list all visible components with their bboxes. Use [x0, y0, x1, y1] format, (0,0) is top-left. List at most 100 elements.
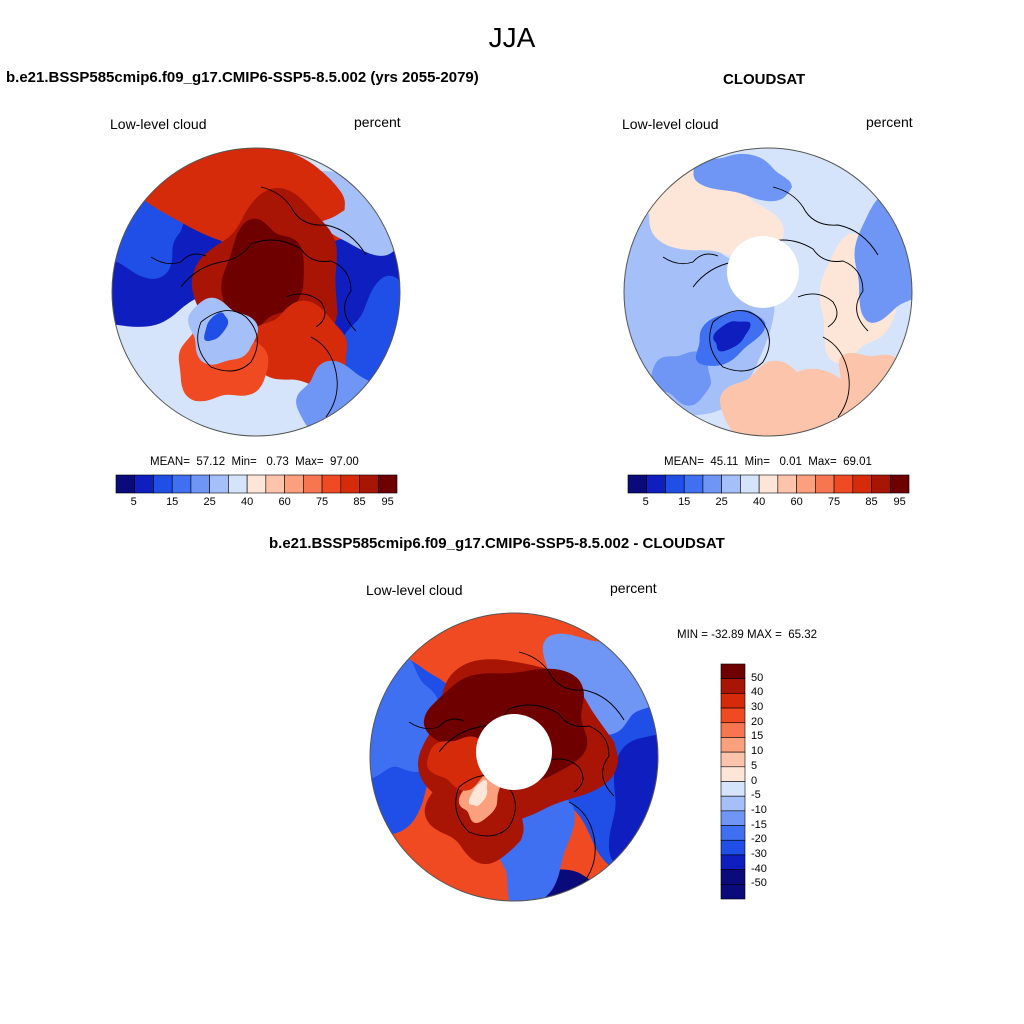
figure-title: JJA [488, 22, 536, 53]
panel-2-mean: 45.11 [710, 456, 739, 468]
colorbar-swatch [171, 474, 192, 494]
colorbar-tick-label: 15 [751, 730, 764, 743]
map-boundary [623, 147, 913, 437]
colorbar-tick-label: 60 [278, 496, 291, 508]
colorbar-swatch [340, 474, 360, 494]
panel-2-stats: MEAN= 45.11 Min= 0.01 Max= 69.01 [664, 456, 872, 468]
colorbar-swatch [720, 663, 746, 679]
colorbar-tick-label: -20 [751, 833, 767, 846]
colorbar-tick-label: -50 [751, 877, 767, 890]
coastline [260, 186, 367, 256]
coastline [310, 336, 338, 418]
colorbar-swatch [646, 474, 666, 494]
panel-3-minmax: MIN = -32.89 MAX = 65.32 [677, 629, 817, 641]
colorbar-tick-label: 95 [381, 496, 394, 508]
field-region [468, 779, 488, 807]
coastline [197, 310, 258, 372]
colorbar-swatch [871, 474, 891, 494]
colorbar-swatch [721, 474, 741, 494]
panel-3-polar-map [369, 612, 659, 902]
colorbar-swatch [720, 678, 746, 694]
colorbar-tick-label: 40 [751, 686, 764, 699]
colorbar-tick-label: -15 [751, 818, 767, 831]
colorbar-swatch [377, 474, 398, 494]
colorbar-tick-label: -10 [751, 803, 767, 816]
polar-data-gap [727, 236, 799, 308]
colorbar-tick-label: 15 [678, 496, 691, 508]
colorbar-swatch [833, 474, 854, 494]
colorbar-tick-label: 5 [130, 496, 137, 508]
colorbar-swatch [228, 474, 248, 494]
colorbar-tick-label: 10 [751, 745, 764, 758]
colorbar-tick-label: 75 [827, 496, 841, 508]
panel-1-polar-map [111, 147, 401, 437]
colorbar-swatch [720, 825, 746, 841]
colorbar-swatch [796, 474, 816, 494]
panel-1-min: 0.73 [266, 456, 289, 468]
coastline [797, 293, 838, 328]
panel-2-mean-label: MEAN= [664, 456, 704, 468]
colorbar-swatch [720, 795, 746, 812]
colorbar-tick-label: 50 [751, 671, 764, 684]
panel-3-colorbar-ticks: 50 40 30 20 15 10 5 0 -5 -10 -15 -20 -30 -40 -50 [751, 664, 791, 899]
field-region [204, 312, 229, 342]
colorbar-tick-label: 85 [865, 496, 878, 508]
colorbar-swatch [720, 751, 746, 768]
panel-2-units: percent [866, 114, 913, 130]
coastline [285, 293, 326, 328]
colorbar-tick-label: 85 [353, 496, 366, 508]
colorbar-tick-label: -5 [751, 789, 761, 802]
field-layer [624, 148, 912, 436]
colorbar-swatch [627, 474, 648, 494]
panel-1-min-label: Min= [231, 456, 257, 468]
coastline [408, 718, 465, 730]
field-region [713, 321, 751, 352]
colorbar-swatch [720, 854, 746, 870]
colorbar-swatch [720, 839, 746, 856]
colorbar-tick-label: 40 [753, 496, 766, 508]
panel-2-colorbar [627, 474, 910, 494]
colorbar-tick-label: 25 [203, 496, 216, 508]
coastline [518, 651, 625, 721]
polar-data-gap [476, 714, 552, 790]
panel-3-title: b.e21.BSSP585cmip6.f09_g17.CMIP6-SSP5-8.… [269, 535, 725, 552]
panel-1-stats: MEAN= 57.12 Min= 0.73 Max= 97.00 [150, 456, 359, 468]
colorbar-swatch [720, 781, 746, 797]
colorbar-tick-label: 15 [166, 496, 179, 508]
panel-3-colorbar [720, 663, 746, 900]
colorbar-swatch [321, 474, 342, 494]
colorbar-swatch [720, 737, 746, 753]
colorbar-swatch [740, 474, 760, 494]
field-region [648, 167, 784, 261]
coastline [662, 253, 719, 265]
colorbar-swatch [284, 474, 304, 494]
field-region [339, 275, 400, 405]
coastline [822, 336, 850, 418]
colorbar-swatch [777, 474, 797, 494]
colorbar-tick-label: 5 [751, 759, 758, 772]
colorbar-tick-label: -40 [751, 862, 767, 875]
colorbar-tick-label: 40 [241, 496, 254, 508]
coastline [150, 253, 207, 265]
panel-1-units: percent [354, 114, 401, 130]
colorbar-tick-label: 5 [642, 496, 649, 508]
colorbar-swatch [303, 474, 323, 494]
colorbar-swatch [359, 474, 379, 494]
panel-1-max-label: Max= [295, 456, 324, 468]
colorbar-swatch [246, 474, 267, 494]
panel-2-max-label: Max= [808, 456, 837, 468]
colorbar-swatch [665, 474, 685, 494]
panel-1-colorbar [115, 474, 398, 494]
coastline [709, 310, 770, 372]
panel-3-units: percent [610, 580, 657, 596]
colorbar-swatch [115, 474, 136, 494]
colorbar-swatch [720, 693, 746, 709]
colorbar-tick-label: 0 [751, 774, 758, 787]
field-region [854, 193, 912, 323]
colorbar-swatch [720, 722, 746, 738]
map-boundary [369, 612, 659, 902]
panel-2-polar-map [623, 147, 913, 437]
colorbar-swatch [209, 474, 229, 494]
colorbar-swatch [720, 884, 746, 900]
field-layer [370, 613, 658, 901]
